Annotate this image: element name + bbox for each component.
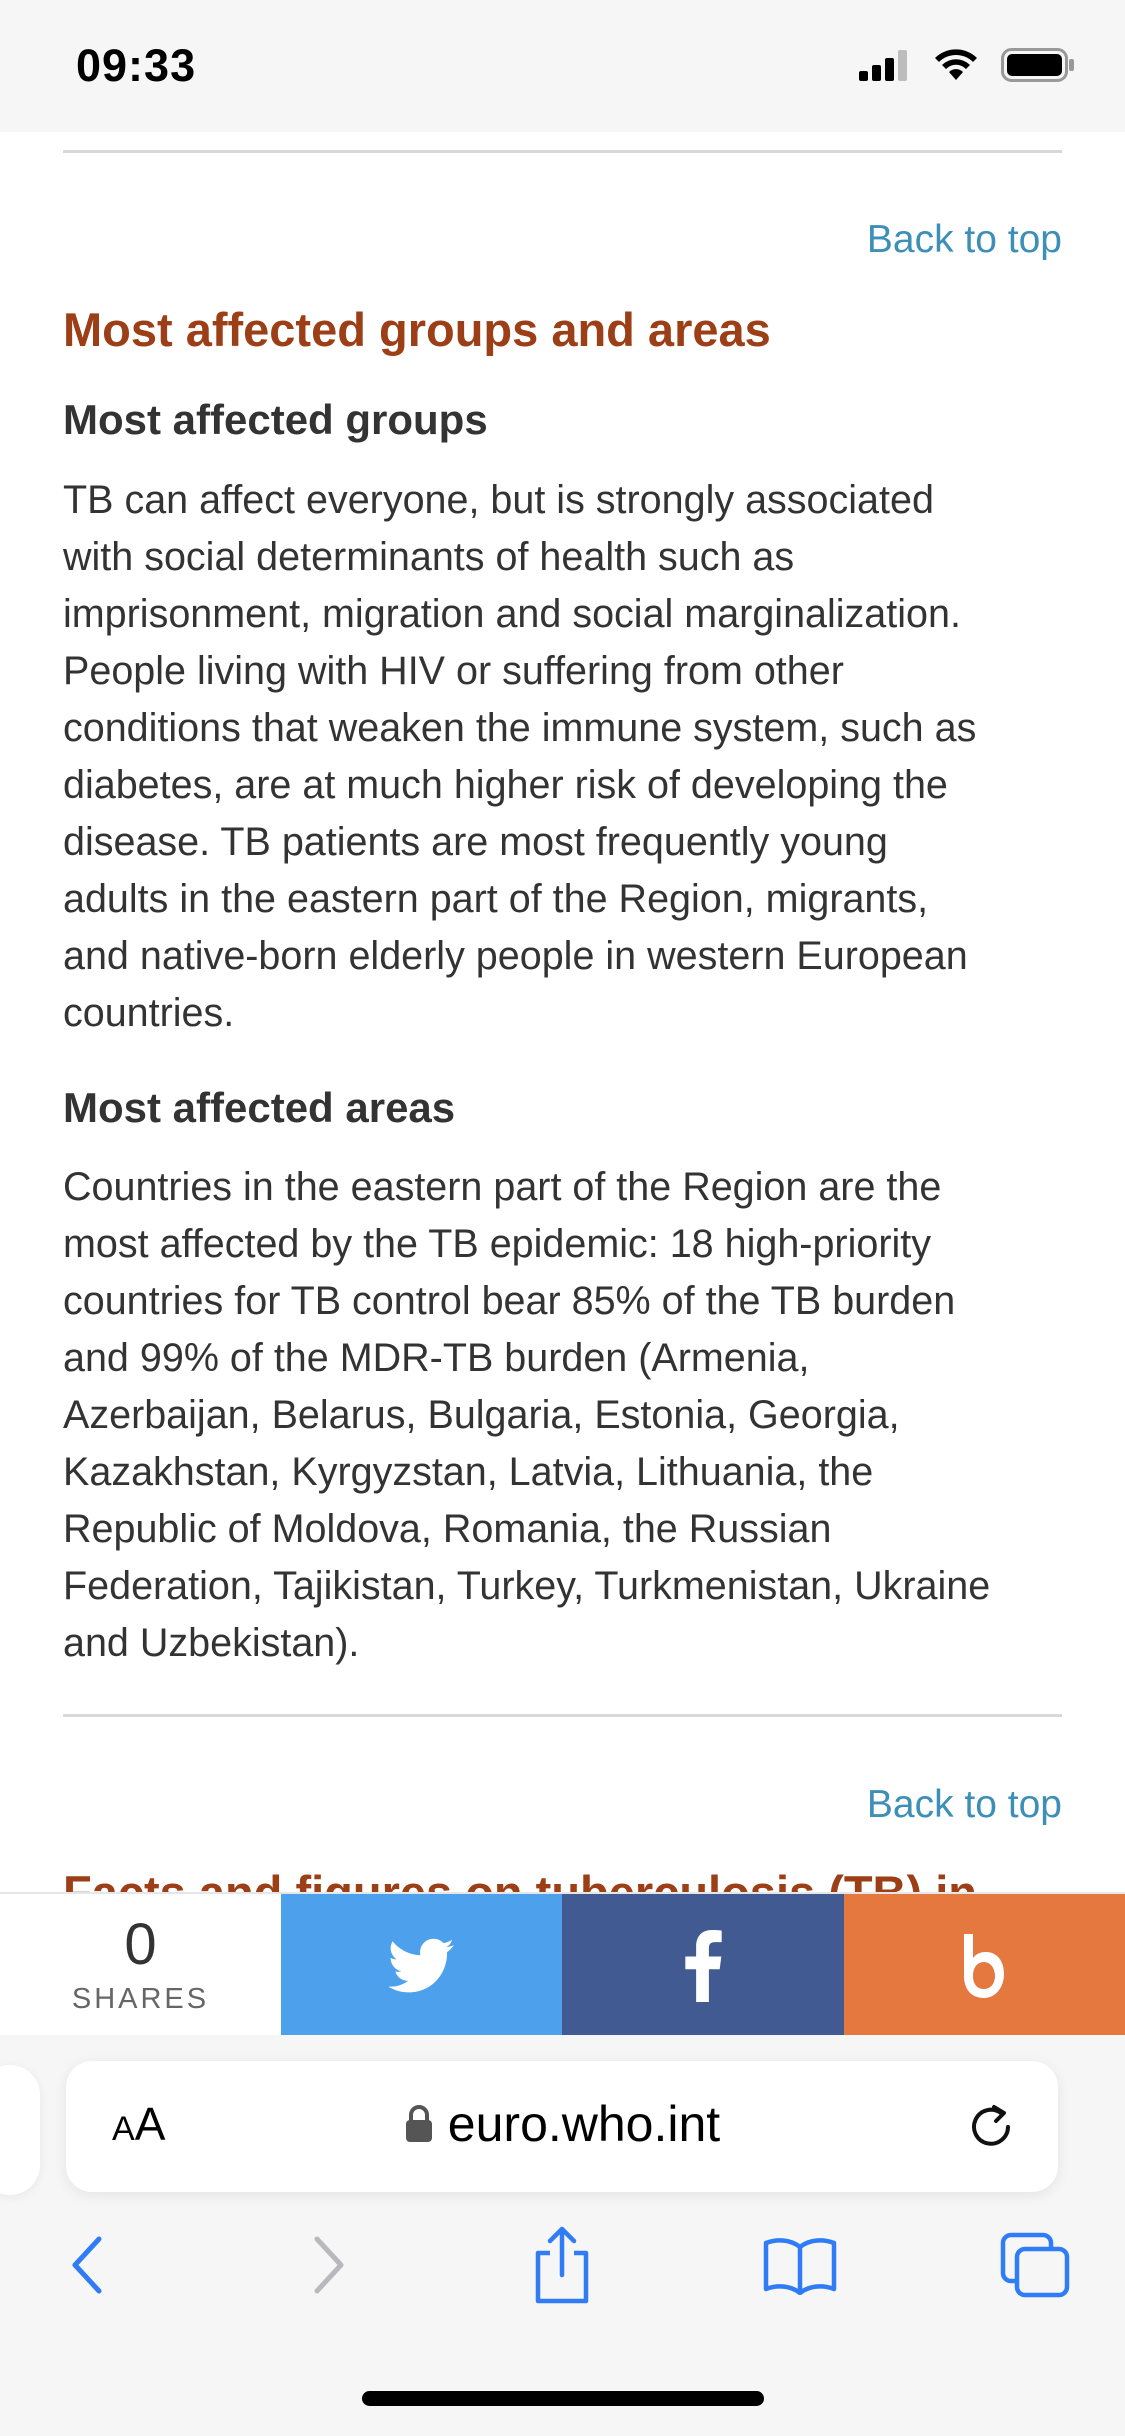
- aa-small: A: [112, 2110, 135, 2148]
- twitter-share-button[interactable]: [281, 1894, 563, 2037]
- text-line: disease. TB patients are most frequently…: [63, 820, 888, 864]
- text-line: with social determinants of health such …: [63, 535, 795, 579]
- signal-icon: [859, 50, 907, 81]
- section-title: Most affected groups and areas: [63, 303, 771, 356]
- chevron-left-icon: [72, 2236, 102, 2294]
- book-icon: [763, 2238, 837, 2295]
- browser-toolbar: [0, 2215, 1125, 2325]
- back-button[interactable]: [42, 2215, 132, 2315]
- text-line: adults in the eastern part of the Region…: [63, 877, 929, 921]
- article-content: Back to top Most affected groups and are…: [0, 132, 1125, 1892]
- text-line: People living with HIV or suffering from…: [63, 649, 844, 693]
- status-icons: [859, 48, 1075, 82]
- share-count: 0 SHARES: [0, 1894, 281, 2037]
- address-bar[interactable]: AA euro.who.int: [66, 2061, 1058, 2192]
- reader-settings-button[interactable]: AA: [112, 2097, 165, 2151]
- reload-button[interactable]: [966, 2097, 1018, 2158]
- previous-tab-preview[interactable]: [0, 2065, 40, 2195]
- status-time: 09:33: [76, 40, 197, 91]
- bookmarks-button[interactable]: [755, 2215, 845, 2315]
- text-line: and 99% of the MDR-TB burden (Armenia,: [63, 1336, 810, 1380]
- share-bar: 0 SHARES: [0, 1892, 1125, 2037]
- text-line: Azerbaijan, Belarus, Bulgaria, Estonia, …: [63, 1393, 900, 1437]
- forward-button[interactable]: [284, 2215, 374, 2315]
- aa-big: A: [134, 2098, 166, 2150]
- share-button[interactable]: [517, 2215, 607, 2315]
- facebook-icon: [685, 1929, 722, 2002]
- text-line: and Uzbekistan).: [63, 1621, 360, 1665]
- browser-bottom-bar: AA euro.who.int: [0, 2035, 1125, 2436]
- share-icon: [535, 2226, 589, 2304]
- text-line: Republic of Moldova, Romania, the Russia…: [63, 1507, 832, 1551]
- text-line: most affected by the TB epidemic: 18 hig…: [63, 1222, 931, 1266]
- home-indicator: [362, 2391, 764, 2406]
- back-to-top-link[interactable]: Back to top: [866, 1783, 1062, 1826]
- url-text: euro.who.int: [447, 2096, 721, 2152]
- text-line: diabetes, are at much higher risk of dev…: [63, 763, 948, 807]
- text-line: Kazakhstan, Kyrgyzstan, Latvia, Lithuani…: [63, 1450, 874, 1494]
- text-line: imprisonment, migration and social margi…: [63, 592, 961, 636]
- text-line: and native-born elderly people in wester…: [63, 934, 968, 978]
- text-line: TB can affect everyone, but is strongly …: [63, 478, 934, 522]
- chevron-right-icon: [314, 2236, 344, 2294]
- text-line: countries.: [63, 991, 235, 1035]
- blogger-icon: [964, 1933, 1005, 1998]
- groups-heading: Most affected groups: [63, 396, 488, 443]
- tabs-icon: [1000, 2232, 1070, 2298]
- areas-heading: Most affected areas: [63, 1084, 456, 1131]
- url-display[interactable]: euro.who.int: [66, 2095, 1058, 2153]
- groups-paragraph: TB can affect everyone, but is strongly …: [63, 472, 1073, 1042]
- facebook-share-button[interactable]: [562, 1894, 844, 2037]
- text-line: countries for TB control bear 85% of the…: [63, 1279, 956, 1323]
- tabs-button[interactable]: [990, 2215, 1080, 2315]
- battery-icon: [1001, 48, 1074, 82]
- wifi-icon: [935, 49, 977, 80]
- text-line: Federation, Tajikistan, Turkey, Turkmeni…: [63, 1564, 991, 1608]
- reload-icon: [972, 2105, 1010, 2146]
- divider: [63, 1714, 1062, 1717]
- areas-paragraph: Countries in the eastern part of the Reg…: [63, 1159, 1073, 1672]
- lock-icon: [405, 2105, 432, 2142]
- back-to-top-link[interactable]: Back to top: [866, 218, 1062, 261]
- text-line: conditions that weaken the immune system…: [63, 706, 977, 750]
- share-count-number: 0: [124, 1912, 157, 1977]
- text-line: Countries in the eastern part of the Reg…: [63, 1165, 942, 1209]
- share-count-label: SHARES: [71, 1983, 210, 2015]
- divider: [63, 150, 1062, 153]
- blogger-share-button[interactable]: [843, 1894, 1125, 2037]
- next-section-title: Facts and figures on tuberculosis (TB) i…: [63, 1865, 977, 1892]
- twitter-icon: [388, 1938, 454, 1992]
- status-bar: 09:33: [0, 0, 1125, 132]
